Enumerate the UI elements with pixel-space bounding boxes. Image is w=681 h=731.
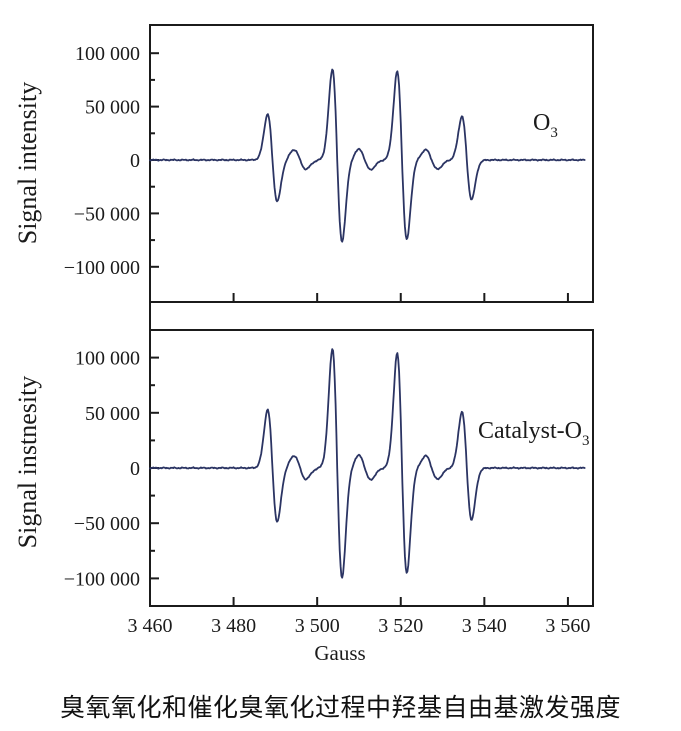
x-tick-label: 3 460 — [128, 615, 173, 637]
x-tick-label: 3 480 — [211, 615, 256, 637]
x-tick-label: 3 520 — [378, 615, 423, 637]
top-panel-frame — [149, 24, 594, 303]
catalyst-o3-annotation-main: Catalyst-O — [478, 418, 582, 444]
y-tick-label: −100 000 — [64, 257, 140, 279]
o3-annotation-sub: 3 — [550, 125, 558, 141]
y-axis-title-bottom: Signal instnesity — [13, 376, 42, 549]
y-axis-title-top: Signal intensity — [13, 82, 42, 245]
catalyst-o3-annotation: Catalyst-O3 — [478, 418, 589, 449]
x-axis-title: Gauss — [314, 641, 365, 665]
x-tick-label: 3 540 — [462, 615, 507, 637]
y-tick-label: 50 000 — [85, 403, 140, 425]
y-tick-label: 0 — [130, 150, 140, 172]
catalyst-o3-annotation-sub: 3 — [582, 433, 590, 449]
y-tick-label: 100 000 — [75, 43, 140, 65]
axis-ticks — [150, 52, 569, 606]
o3-annotation: O3 — [533, 110, 558, 141]
o3-annotation-main: O — [533, 110, 550, 136]
epr-curve-catalyst-o3 — [149, 348, 586, 579]
epr-curve-o3 — [149, 68, 586, 243]
y-tick-label: 50 000 — [85, 97, 140, 119]
y-tick-label: −100 000 — [64, 569, 140, 591]
x-tick-label: 3 560 — [545, 615, 590, 637]
y-tick-label: 100 000 — [75, 348, 140, 370]
figure-caption: 臭氧氧化和催化臭氧化过程中羟基自由基激发强度 — [59, 695, 621, 722]
y-tick-label: −50 000 — [74, 513, 140, 535]
y-tick-label: −50 000 — [74, 204, 140, 226]
y-tick-label: 0 — [130, 458, 140, 480]
x-tick-label: 3 500 — [295, 615, 340, 637]
